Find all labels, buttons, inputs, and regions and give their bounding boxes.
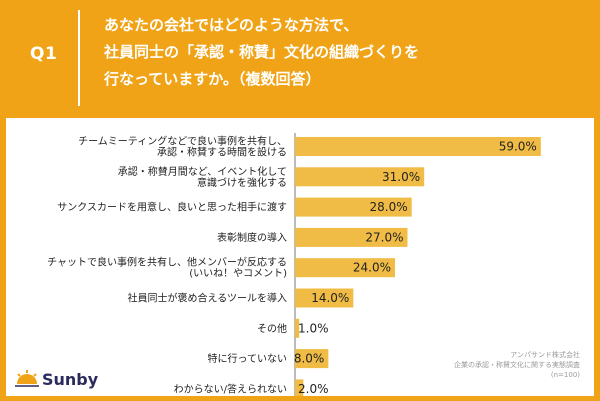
value-label-7: 8.0% xyxy=(294,352,325,366)
value-label-2: 28.0% xyxy=(370,200,408,214)
logo-text: Sunby xyxy=(42,370,99,389)
source-line-2: 企業の承認・称賛文化に関する実態調査 xyxy=(454,361,580,369)
sun-logo-icon xyxy=(15,370,39,387)
source-line-1: アンパサンド株式会社 xyxy=(510,351,580,359)
value-label-3: 27.0% xyxy=(365,230,403,244)
category-label-1-0: 承認・称賛月間など、イベント化して xyxy=(118,165,287,178)
bar-0 xyxy=(295,137,541,156)
value-label-4: 24.0% xyxy=(353,261,391,275)
bar-7 xyxy=(295,349,329,369)
bar-chart: 59.0% チームミーティングなどで良い事例を共有し、承認・称賛する時間を設ける 3… xyxy=(47,133,541,396)
question-line-3: 行なっていますか。（複数回答） xyxy=(104,70,321,88)
source-line-3: (n=100) xyxy=(550,371,580,379)
category-label-5-0: 社員同士が褒め合えるツールを導入 xyxy=(128,292,288,305)
category-label-4-0: チャットで良い事例を共有し、他メンバーが反応する xyxy=(47,256,287,269)
question-line-1: あなたの会社ではどのような方法で、 xyxy=(104,16,359,34)
bar-5 xyxy=(295,288,354,308)
header-divider xyxy=(78,10,80,106)
chart-panel: 59.0% チームミーティングなどで良い事例を共有し、 承認・称賛する時間を設ける 3… xyxy=(6,118,594,396)
category-label-0-0: チームミーティングなどで良い事例を共有し、 xyxy=(78,135,287,148)
question-text: あなたの会社ではどのような方法で、 社員同士の「承認・称賛」文化の組織づくりを … xyxy=(104,12,584,93)
category-label-3-0: 表彰制度の導入 xyxy=(217,231,287,244)
value-label-0: 59.0% xyxy=(499,140,537,154)
category-label-0-1: 承認・称賛する時間を設ける xyxy=(157,146,287,159)
category-label-2-0: サンクスカードを用意し、良いと思った相手に渡す xyxy=(57,201,287,214)
category-label-8-0: わからない/答えられない xyxy=(174,382,287,395)
bar-3 xyxy=(295,227,408,247)
question-number: Q1 xyxy=(30,44,58,64)
question-line-2: 社員同士の「承認・称賛」文化の組織づくりを xyxy=(104,43,420,61)
value-label-5: 14.0% xyxy=(311,291,349,305)
category-label-1-1: 意識づけを強化する xyxy=(197,176,287,189)
bar-4 xyxy=(295,258,395,278)
category-label-4-1: (いいね！やコメント) xyxy=(189,268,287,280)
value-label-1: 31.0% xyxy=(382,170,420,184)
category-label-7-0: 特に行っていない xyxy=(208,352,288,365)
bar-2 xyxy=(295,197,412,217)
value-label-8: 2.0% xyxy=(298,382,329,396)
bar-6 xyxy=(295,318,300,338)
source-note: アンパサンド株式会社 企業の承認・称賛文化に関する実態調査 (n=100) xyxy=(454,350,580,380)
bar-1 xyxy=(295,167,425,187)
value-label-6: 1.0% xyxy=(298,321,329,335)
category-label-6-0: その他 xyxy=(257,322,287,335)
bar-8 xyxy=(295,379,304,396)
question-header: Q1 あなたの会社ではどのような方法で、 社員同士の「承認・称賛」文化の組織づく… xyxy=(0,0,600,118)
brand-logo: Sunby xyxy=(12,364,122,392)
